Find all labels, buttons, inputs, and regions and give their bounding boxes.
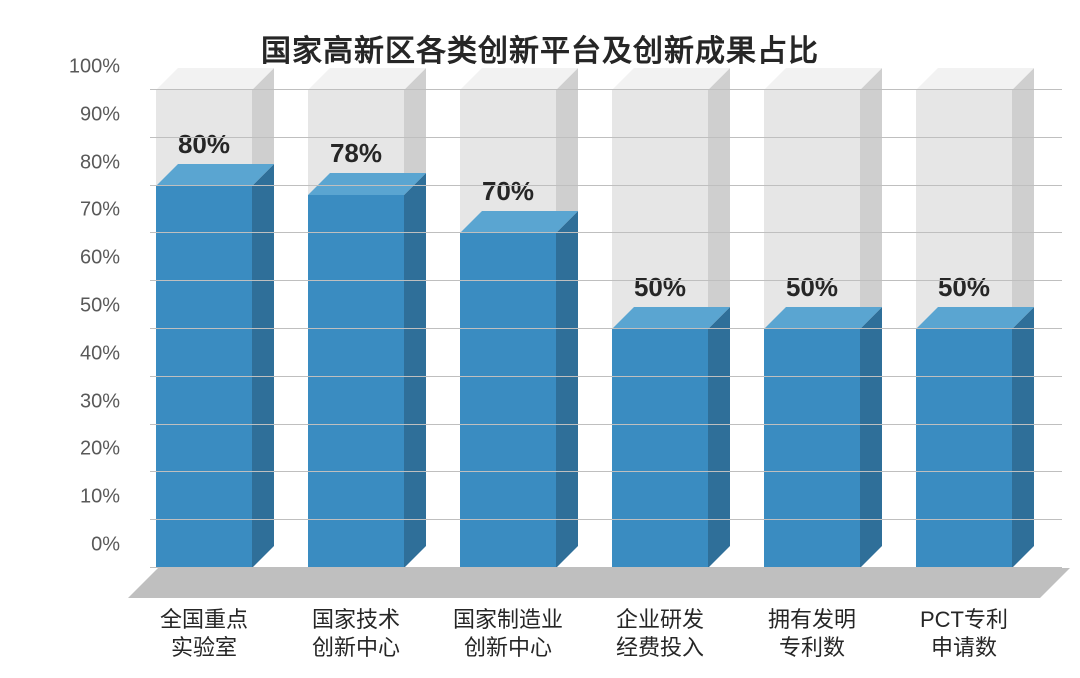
y-tick-label: 0% [91,534,120,557]
bar-slot: 70% [432,90,584,568]
bar-remainder-side [1012,68,1034,329]
gridline [150,185,1062,186]
x-axis-label: 国家技术 创新中心 [280,606,432,668]
y-tick-label: 70% [80,199,120,222]
x-axis-label: PCT专利 申请数 [888,606,1040,668]
x-axis-label: 国家制造业 创新中心 [432,606,584,668]
chart-floor [128,568,1040,598]
chart-title: 国家高新区各类创新平台及创新成果占比 [0,26,1080,70]
bar-value-front [308,195,404,568]
bar-remainder-side [556,68,578,233]
bar-slot: 50% [584,90,736,568]
bar-value-side [1012,307,1034,568]
bar-value-front [916,329,1012,568]
gridline [150,232,1062,233]
bar-value-side [708,307,730,568]
bar-remainder-side [860,68,882,329]
bar: 70% [460,90,556,568]
bar-value-side [556,211,578,568]
bar: 50% [612,90,708,568]
bar-value-front [460,233,556,568]
bar-value-side [860,307,882,568]
bar-value-side [252,164,274,568]
chart-area: 80% 78% 70% 50% 50% 50% 0% 10% 20% 30% 40% 50% 60% 7… [78,90,1040,598]
gridline [150,328,1062,329]
y-tick-label: 100% [69,56,120,79]
gridline [150,376,1062,377]
gridline [150,424,1062,425]
y-tick-label: 50% [80,295,120,318]
bar-value-front [764,329,860,568]
bar: 50% [764,90,860,568]
bar-remainder-side [708,68,730,329]
bar-value-label: 50% [786,272,838,303]
y-tick-label: 40% [80,342,120,365]
bar-value-front [612,329,708,568]
bar-value-label: 70% [482,176,534,207]
bar-slot: 50% [736,90,888,568]
x-axis-label: 全国重点 实验室 [128,606,280,668]
y-tick-label: 90% [80,103,120,126]
x-axis-label: 企业研发 经费投入 [584,606,736,668]
plot-area: 80%78%70%50%50%50% 0%10%20%30%40%50%60%7… [128,90,1040,568]
gridline [150,519,1062,520]
bar-value-label: 80% [178,129,230,160]
bar-slot: 78% [280,90,432,568]
bar: 80% [156,90,252,568]
gridline [150,280,1062,281]
y-tick-label: 60% [80,247,120,270]
y-tick-label: 80% [80,151,120,174]
bar-value-label: 50% [634,272,686,303]
x-axis-label: 拥有发明 专利数 [736,606,888,668]
bar-value-label: 78% [330,138,382,169]
bar-slot: 50% [888,90,1040,568]
gridline [150,89,1062,90]
bar-slot: 80% [128,90,280,568]
y-tick-label: 30% [80,390,120,413]
y-tick-label: 10% [80,486,120,509]
y-tick-label: 20% [80,438,120,461]
bar-value-label: 50% [938,272,990,303]
bars-container: 80% 78% 70% 50% 50% 50% [128,90,1040,568]
x-axis-labels: 全国重点 实验室国家技术 创新中心国家制造业 创新中心企业研发 经费投入拥有发明… [128,606,1040,668]
bar: 50% [916,90,1012,568]
gridline [150,471,1062,472]
gridline [150,137,1062,138]
bar: 78% [308,90,404,568]
